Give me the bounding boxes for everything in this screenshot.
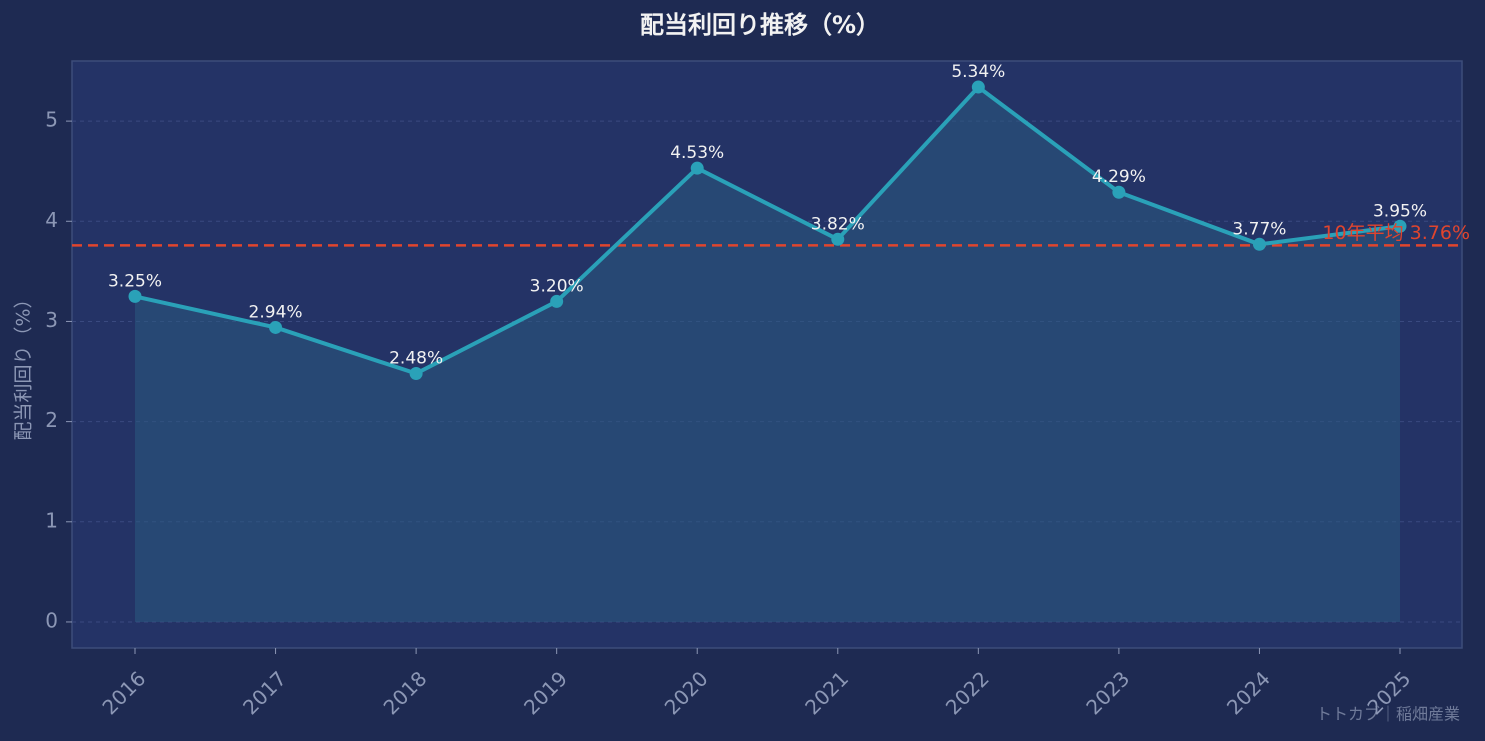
y-tick-label: 0 <box>45 608 58 632</box>
point <box>690 161 704 175</box>
area <box>135 87 1400 622</box>
line <box>134 85 1401 376</box>
y-tick-label: 3 <box>45 308 58 332</box>
watermark: トトカブ｜稲畑産業 <box>1316 705 1460 724</box>
y-tick-label: 1 <box>45 508 58 532</box>
value-label: 2.94% <box>249 302 303 322</box>
point <box>831 232 845 246</box>
y-tick-label: 4 <box>45 208 58 232</box>
value-label: 5.34% <box>951 62 1005 82</box>
value-label: 3.77% <box>1232 219 1286 239</box>
y-tick-label: 5 <box>45 108 58 132</box>
chart-title: 配当利回り推移（%） <box>640 11 880 39</box>
point <box>1252 237 1266 251</box>
point <box>550 294 564 308</box>
value-label: 4.29% <box>1092 167 1146 187</box>
reference-label: 10年平均 3.76% <box>1322 222 1470 244</box>
value-label: 3.82% <box>811 214 865 234</box>
point <box>971 80 985 94</box>
y-tick-label: 2 <box>45 408 58 432</box>
value-label: 3.20% <box>530 276 584 296</box>
value-label: 4.53% <box>670 143 724 163</box>
point <box>1112 185 1126 199</box>
value-label: 3.25% <box>108 271 162 291</box>
point <box>409 367 423 381</box>
point <box>128 289 142 303</box>
value-label: 2.48% <box>389 349 443 369</box>
point <box>269 320 283 334</box>
y-axis-label: 配当利回り（%） <box>13 289 35 440</box>
value-label: 3.95% <box>1373 201 1427 221</box>
point <box>1393 219 1407 233</box>
